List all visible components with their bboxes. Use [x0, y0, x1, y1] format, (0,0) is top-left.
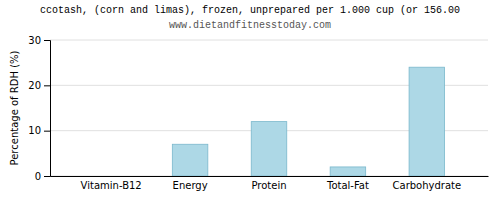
y-tick: 0 — [35, 171, 50, 182]
y-tick-label: 30 — [28, 35, 41, 46]
x-tick: Carbohydrate — [393, 180, 462, 191]
y-tick-label: 0 — [35, 171, 41, 182]
x-tick: Protein — [251, 180, 286, 191]
x-tick: Energy — [173, 180, 208, 191]
y-tick: 30 — [28, 35, 50, 46]
plot: 0 10 20 30 Vitamin-B12 Energy Protein Total-Fat… — [9, 35, 489, 191]
bar — [330, 167, 366, 176]
y-axis-title: Percentage of RDH (%) — [9, 50, 20, 165]
bar — [251, 122, 287, 176]
subtitle: www.dietandfitnesstoday.com — [169, 20, 331, 31]
y-tick-label: 10 — [28, 125, 41, 136]
x-tick-label: Vitamin-B12 — [81, 180, 142, 191]
y-tick-mark — [44, 85, 50, 86]
x-tick-label: Energy — [173, 180, 208, 191]
y-tick-mark — [44, 40, 50, 41]
y-tick-mark — [44, 176, 50, 177]
x-tick-label: Carbohydrate — [393, 180, 462, 191]
title: ccotash, (corn and limas), frozen, unpre… — [40, 5, 460, 16]
grid — [50, 40, 488, 176]
x-axis-line — [51, 176, 489, 177]
y-tick-mark — [44, 131, 50, 132]
y-tick-label: 20 — [28, 80, 41, 91]
y-axis-line — [44, 41, 51, 177]
y-tick: 10 — [28, 125, 50, 136]
bar — [409, 67, 445, 176]
x-tick-label: Protein — [251, 180, 286, 191]
x-axis: Vitamin-B12 Energy Protein Total-Fat Carbohy… — [51, 177, 489, 192]
y-axis: 0 10 20 30 — [28, 35, 50, 182]
bar — [93, 176, 129, 177]
y-tick: 20 — [28, 80, 50, 91]
x-tick: Total-Fat — [326, 180, 369, 191]
bars — [172, 67, 444, 176]
x-tick: Vitamin-B12 — [81, 180, 142, 191]
chart: ccotash, (corn and limas), frozen, unpre… — [0, 0, 500, 200]
grid-line — [50, 40, 488, 41]
bar — [172, 144, 208, 176]
x-tick-label: Total-Fat — [326, 180, 369, 191]
